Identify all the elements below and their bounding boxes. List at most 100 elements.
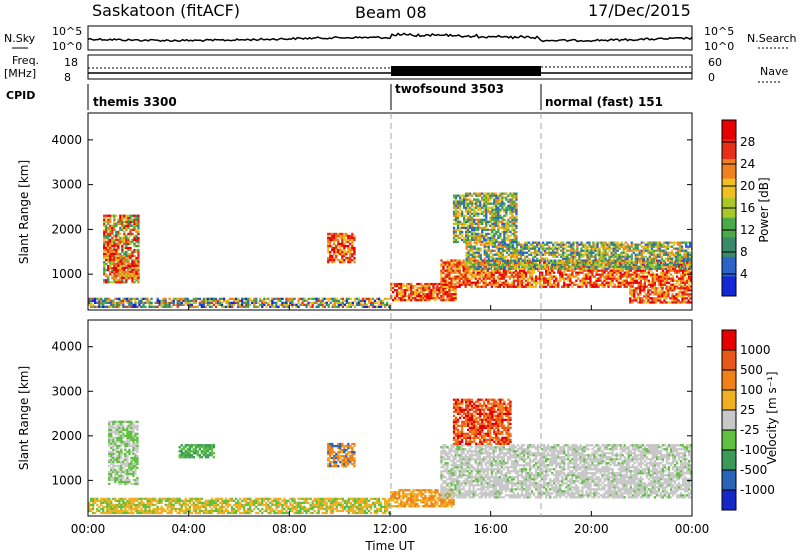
power-cell-681 bbox=[341, 233, 343, 235]
power-cell-3319 bbox=[657, 244, 659, 246]
power-cell-287 bbox=[125, 255, 127, 257]
power-cell-2695 bbox=[538, 252, 540, 254]
power-cell-1705 bbox=[577, 286, 579, 288]
power-cell-4758 bbox=[344, 300, 346, 302]
power-cell-2767 bbox=[554, 264, 556, 266]
power-colorbar-swatch-6 bbox=[722, 237, 736, 257]
power-cell-2602 bbox=[520, 260, 522, 262]
power-cell-707 bbox=[347, 249, 349, 251]
power-cell-3129 bbox=[621, 242, 623, 244]
power-cell-3092 bbox=[615, 248, 617, 250]
power-cell-4390 bbox=[138, 304, 140, 306]
power-cell-394 bbox=[133, 219, 135, 221]
power-cell-4654 bbox=[285, 306, 287, 308]
power-cell-4760 bbox=[346, 302, 348, 304]
power-cell-3483 bbox=[689, 242, 691, 244]
power-cell-1343 bbox=[505, 272, 507, 274]
power-cell-3288 bbox=[653, 262, 655, 264]
power-cell-4743 bbox=[336, 300, 338, 302]
power-cell-3028 bbox=[602, 244, 604, 246]
power-cell-4384 bbox=[134, 300, 136, 302]
power-cell-3598 bbox=[663, 295, 665, 297]
power-cell-4108 bbox=[497, 221, 499, 223]
power-cell-4151 bbox=[501, 197, 503, 199]
power-cell-4738 bbox=[334, 302, 336, 304]
power-cell-1393 bbox=[515, 274, 517, 276]
power-cell-4182 bbox=[505, 213, 507, 215]
power-cell-4586 bbox=[245, 300, 247, 302]
power-cell-2006 bbox=[634, 278, 636, 280]
power-cell-3352 bbox=[663, 242, 665, 244]
power-cell-4531 bbox=[217, 304, 219, 306]
power-cell-4038 bbox=[491, 241, 493, 243]
power-cell-1932 bbox=[620, 274, 622, 276]
power-cell-3984 bbox=[485, 235, 487, 237]
power-cell-2890 bbox=[576, 244, 578, 246]
nave-tick-low: 0 bbox=[708, 71, 715, 84]
power-cell-3803 bbox=[465, 215, 467, 217]
power-cell-56 bbox=[107, 275, 109, 277]
power-cell-3097 bbox=[617, 266, 619, 268]
power-cell-4483 bbox=[191, 304, 193, 306]
power-cell-2899 bbox=[578, 252, 580, 254]
power-cell-2686 bbox=[536, 250, 538, 252]
power-cell-4004 bbox=[485, 193, 487, 195]
power-cell-3695 bbox=[453, 219, 455, 221]
power-cell-2531 bbox=[506, 248, 508, 250]
power-cell-3195 bbox=[635, 258, 637, 260]
power-cell-2315 bbox=[466, 268, 468, 270]
power-cell-4503 bbox=[203, 304, 205, 306]
power-cell-613 bbox=[331, 261, 333, 263]
power-cell-1025 bbox=[446, 268, 448, 270]
power-cell-3393 bbox=[671, 242, 673, 244]
power-cell-3034 bbox=[604, 256, 606, 258]
power-cell-3875 bbox=[473, 235, 475, 237]
power-cell-2769 bbox=[554, 260, 556, 262]
power-cell-2351 bbox=[472, 268, 474, 270]
power-cell-2727 bbox=[544, 248, 546, 250]
power-cell-3227 bbox=[641, 250, 643, 252]
power-cell-276 bbox=[123, 217, 125, 219]
power-cell-3239 bbox=[643, 242, 645, 244]
power-cell-548 bbox=[107, 257, 109, 259]
power-cell-2741 bbox=[548, 254, 550, 256]
power-cell-2102 bbox=[652, 272, 654, 274]
power-cell-1349 bbox=[507, 284, 509, 286]
power-cell-76 bbox=[107, 221, 109, 223]
power-cell-2561 bbox=[512, 252, 514, 254]
power-cell-2136 bbox=[660, 284, 662, 286]
power-cell-2040 bbox=[640, 272, 642, 274]
power-cell-1469 bbox=[529, 276, 531, 278]
power-cell-4313 bbox=[100, 302, 102, 304]
power-cell-2682 bbox=[536, 260, 538, 262]
power-cell-1108 bbox=[463, 284, 465, 286]
power-cell-1780 bbox=[591, 286, 593, 288]
power-cell-1482 bbox=[531, 274, 533, 276]
power-cell-3845 bbox=[469, 215, 471, 217]
power-cell-3423 bbox=[679, 258, 681, 260]
power-cell-692 bbox=[343, 237, 345, 239]
power-cell-4171 bbox=[503, 193, 505, 195]
power-cell-29 bbox=[105, 279, 107, 281]
power-cell-1392 bbox=[515, 276, 517, 278]
power-cell-2166 bbox=[664, 272, 666, 274]
power-cell-3910 bbox=[477, 239, 479, 241]
power-cell-4269 bbox=[515, 231, 517, 233]
power-cell-505 bbox=[129, 273, 131, 275]
power-cell-3729 bbox=[457, 229, 459, 231]
power-cell-271 bbox=[123, 233, 125, 235]
power-cell-4486 bbox=[193, 302, 195, 304]
power-cell-1087 bbox=[459, 284, 461, 286]
power-cell-960 bbox=[450, 299, 452, 301]
power-cell-633 bbox=[333, 239, 335, 241]
power-cell-567 bbox=[111, 251, 113, 253]
power-cell-534 bbox=[137, 261, 139, 263]
power-cell-2729 bbox=[546, 268, 548, 270]
power-cell-4701 bbox=[312, 298, 314, 300]
power-cell-4406 bbox=[146, 298, 148, 300]
power-cell-1640 bbox=[563, 274, 565, 276]
power-cell-1759 bbox=[587, 276, 589, 278]
power-cell-2641 bbox=[526, 242, 528, 244]
power-cell-1996 bbox=[632, 280, 634, 282]
power-cell-2393 bbox=[480, 264, 482, 266]
